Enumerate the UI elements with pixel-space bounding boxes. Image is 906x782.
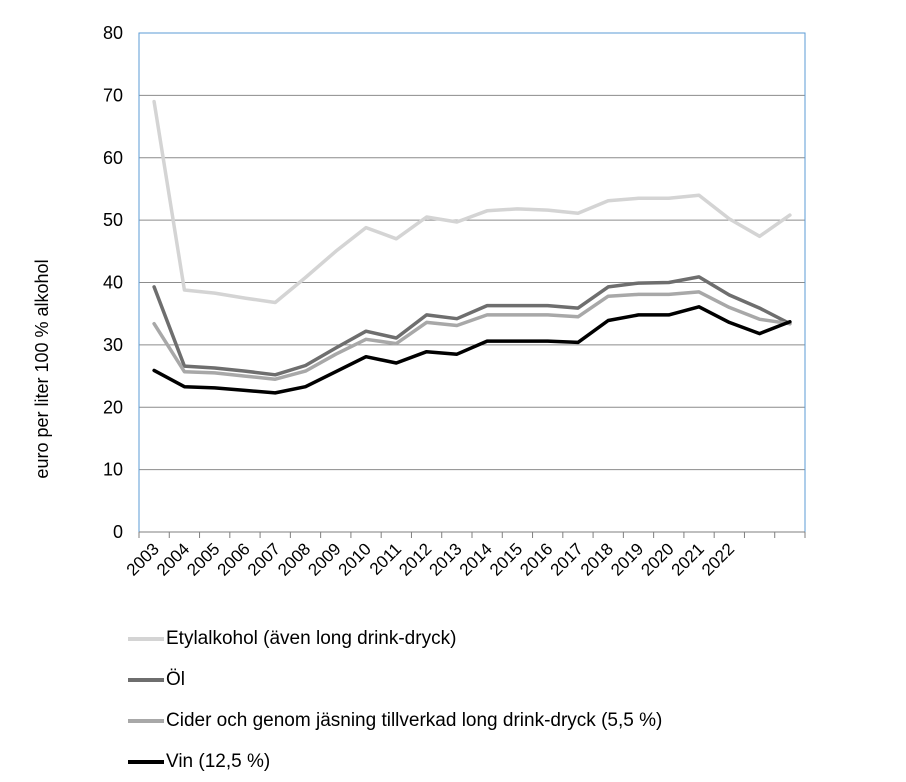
x-tick-label: 2005 <box>183 539 223 579</box>
x-tick-label: 2013 <box>426 539 466 579</box>
series-lines <box>152 99 792 395</box>
legend-swatch <box>128 636 164 641</box>
y-tick-label: 10 <box>103 460 123 480</box>
legend-label: Vin (12,5 %) <box>166 750 271 772</box>
x-tick-label: 2010 <box>335 539 375 579</box>
y-axis-ticks: 0 10 20 30 40 50 60 70 80 <box>103 23 123 542</box>
y-tick-label: 80 <box>103 23 123 43</box>
legend-label: Etylalkohol (även long drink-dryck) <box>166 627 457 649</box>
x-tick-label: 2020 <box>637 539 677 579</box>
x-tick-label: 2017 <box>547 539 587 579</box>
legend-label: Öl <box>166 668 185 690</box>
series-line-4 <box>152 305 792 395</box>
x-tick-label: 2012 <box>395 539 435 579</box>
x-tick-label: 2011 <box>366 539 405 578</box>
x-tick-label: 2018 <box>577 539 617 579</box>
x-tick-label: 2004 <box>153 539 193 579</box>
x-tick-label: 2022 <box>698 539 738 579</box>
legend-swatch <box>128 677 164 682</box>
series-line-3 <box>152 290 792 381</box>
legend-label: Cider och genom jäsning tillverkad long … <box>166 709 663 731</box>
y-tick-label: 40 <box>103 273 123 293</box>
x-tick-label: 2008 <box>274 539 314 579</box>
y-tick-label: 70 <box>103 85 123 105</box>
y-tick-label: 30 <box>103 335 123 355</box>
x-tick-label: 2019 <box>607 539 647 579</box>
legend-swatch <box>128 759 164 764</box>
x-axis: 2003200420052006200720082009201020112012… <box>123 531 806 580</box>
legend-item: Cider och genom jäsning tillverkad long … <box>128 700 662 741</box>
y-axis-label: euro per liter 100 % alkohol <box>32 259 52 478</box>
x-tick-label: 2006 <box>214 539 254 579</box>
legend-item: Etylalkohol (även long drink-dryck) <box>128 618 662 659</box>
legend-item: Vin (12,5 %) <box>128 741 662 782</box>
y-tick-label: 50 <box>103 210 123 230</box>
x-tick-label: 2015 <box>486 539 526 579</box>
y-tick-label: 20 <box>103 397 123 417</box>
y-tick-label: 0 <box>113 522 123 542</box>
legend-item: Öl <box>128 659 662 700</box>
series-line-1 <box>152 99 792 305</box>
x-tick-label: 2009 <box>304 539 344 579</box>
x-tick-label: 2014 <box>456 539 496 579</box>
series-line-2 <box>152 275 792 377</box>
x-tick-label: 2003 <box>123 539 163 579</box>
y-tick-label: 60 <box>103 148 123 168</box>
legend-swatch <box>128 718 164 723</box>
legend: Etylalkohol (även long drink-dryck) Öl Cid… <box>128 618 662 782</box>
x-tick-label: 2021 <box>668 539 708 579</box>
x-tick-label: 2016 <box>516 539 556 579</box>
x-tick-label: 2007 <box>244 539 284 579</box>
